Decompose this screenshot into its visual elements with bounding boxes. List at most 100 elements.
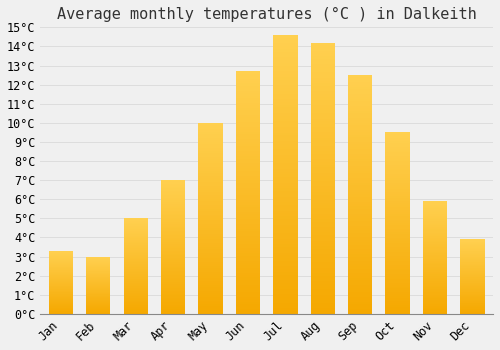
Bar <box>460 282 484 284</box>
Bar <box>460 286 484 287</box>
Bar <box>236 76 260 78</box>
Bar <box>460 288 484 289</box>
Bar <box>236 297 260 299</box>
Bar <box>273 183 297 186</box>
Bar <box>310 54 335 56</box>
Bar <box>236 304 260 307</box>
Bar <box>198 194 222 195</box>
Bar <box>236 289 260 292</box>
Bar <box>460 258 484 259</box>
Bar <box>236 200 260 202</box>
Bar <box>273 230 297 233</box>
Bar <box>48 291 73 292</box>
Bar <box>198 197 222 199</box>
Bar <box>198 205 222 207</box>
Bar <box>236 231 260 234</box>
Bar <box>386 134 410 136</box>
Bar <box>161 255 186 257</box>
Bar <box>310 241 335 243</box>
Bar <box>348 80 372 82</box>
Bar <box>236 256 260 258</box>
Bar <box>386 214 410 216</box>
Bar <box>236 229 260 231</box>
Bar <box>423 298 447 299</box>
Bar <box>48 264 73 265</box>
Bar <box>124 233 148 234</box>
Bar <box>348 237 372 240</box>
Bar <box>161 293 186 294</box>
Bar <box>198 146 222 148</box>
Bar <box>236 260 260 263</box>
Bar <box>236 280 260 282</box>
Bar <box>423 226 447 227</box>
Bar <box>236 246 260 248</box>
Bar <box>48 302 73 303</box>
Bar <box>86 292 110 293</box>
Bar <box>460 273 484 274</box>
Bar <box>48 286 73 287</box>
Bar <box>386 294 410 296</box>
Bar <box>386 258 410 259</box>
Bar <box>348 304 372 307</box>
Bar <box>460 246 484 247</box>
Bar <box>348 202 372 204</box>
Bar <box>423 301 447 303</box>
Bar <box>48 272 73 273</box>
Bar <box>198 264 222 266</box>
Bar <box>460 278 484 279</box>
Bar <box>423 280 447 281</box>
Bar <box>348 223 372 225</box>
Bar <box>48 273 73 274</box>
Bar <box>273 202 297 205</box>
Bar <box>310 151 335 154</box>
Bar <box>198 260 222 262</box>
Bar <box>124 232 148 233</box>
Bar <box>386 218 410 219</box>
Bar <box>310 311 335 314</box>
Bar <box>198 153 222 155</box>
Bar <box>423 235 447 236</box>
Bar <box>198 157 222 159</box>
Bar <box>273 258 297 261</box>
Bar <box>161 235 186 236</box>
Bar <box>124 221 148 222</box>
Bar <box>124 283 148 284</box>
Bar <box>124 238 148 239</box>
Bar <box>161 234 186 235</box>
Bar <box>124 236 148 237</box>
Bar <box>161 227 186 228</box>
Bar <box>310 99 335 102</box>
Bar <box>86 310 110 311</box>
Bar <box>124 220 148 221</box>
Bar <box>236 190 260 192</box>
Bar <box>198 169 222 170</box>
Bar <box>423 273 447 274</box>
Bar <box>386 183 410 185</box>
Bar <box>348 118 372 120</box>
Bar <box>310 200 335 203</box>
Bar <box>348 92 372 94</box>
Bar <box>236 251 260 253</box>
Bar <box>86 298 110 299</box>
Bar <box>386 212 410 214</box>
Bar <box>273 74 297 77</box>
Bar <box>310 260 335 262</box>
Bar <box>86 307 110 308</box>
Bar <box>236 139 260 142</box>
Bar <box>236 263 260 265</box>
Bar <box>423 259 447 260</box>
Bar <box>423 227 447 228</box>
Bar <box>273 286 297 289</box>
Bar <box>348 154 372 156</box>
Bar <box>348 247 372 250</box>
Bar <box>273 149 297 152</box>
Bar <box>310 70 335 72</box>
Bar <box>198 251 222 253</box>
Bar <box>348 290 372 292</box>
Bar <box>310 211 335 214</box>
Bar <box>48 276 73 277</box>
Bar <box>386 305 410 307</box>
Bar <box>310 246 335 249</box>
Bar <box>161 208 186 210</box>
Bar <box>310 64 335 67</box>
